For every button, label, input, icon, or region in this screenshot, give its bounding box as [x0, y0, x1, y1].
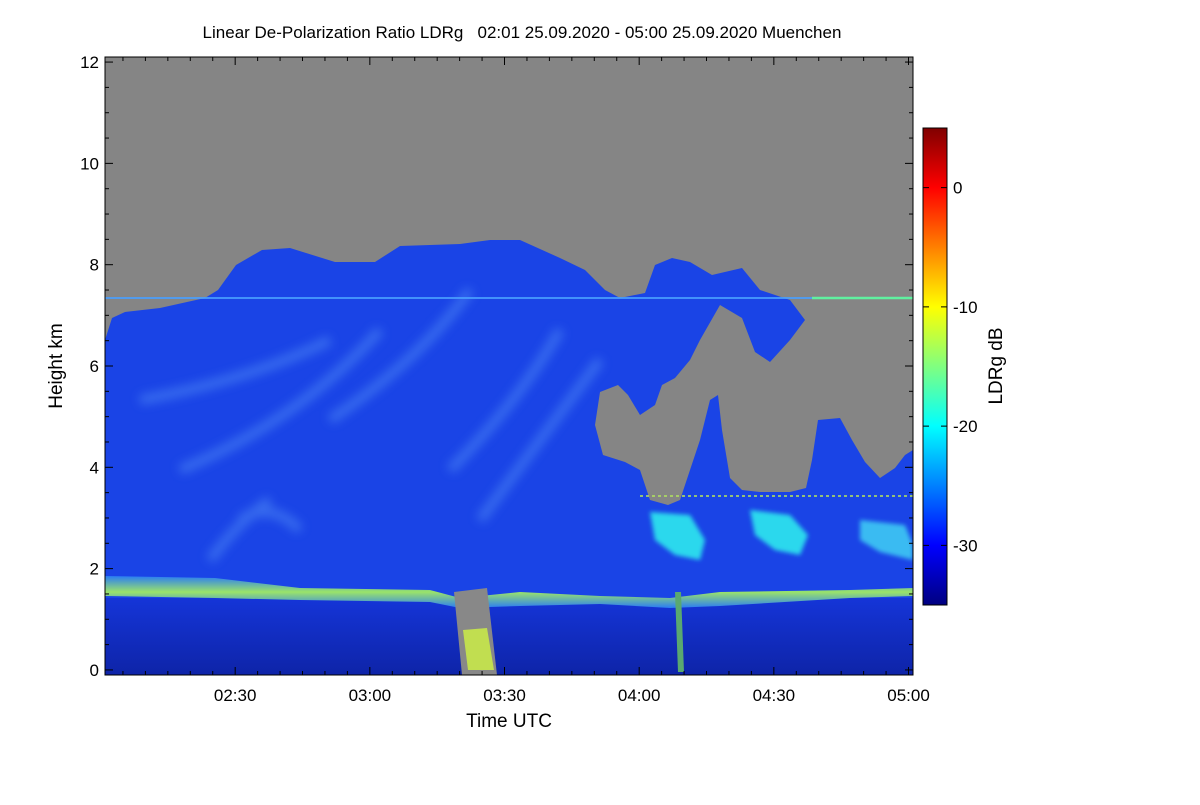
chart-title: Linear De-Polarization Ratio LDRg 02:01 … — [203, 23, 842, 42]
plot-area — [105, 57, 913, 675]
y-tick-label: 10 — [80, 154, 99, 173]
y-tick-label: 8 — [90, 256, 99, 275]
rain-column-1-fill — [463, 628, 494, 670]
y-tick-label: 4 — [90, 458, 99, 477]
x-tick-label: 03:30 — [483, 686, 526, 705]
y-tick-label: 0 — [90, 661, 99, 680]
boundary-layer-band — [105, 576, 913, 608]
colorbar-ticks: 0 -10 -20 -30 — [923, 179, 978, 555]
colorbar-tick-label: -20 — [953, 417, 978, 436]
y-tick-label: 6 — [90, 357, 99, 376]
colorbar-label: LDRg dB — [986, 327, 1007, 404]
x-tick-label: 04:30 — [753, 686, 796, 705]
low-dense-layer — [105, 598, 913, 675]
rain-column-2 — [675, 592, 684, 672]
x-tick-label: 03:00 — [349, 686, 392, 705]
x-axis: 02:30 03:00 03:30 04:00 04:30 05:00 — [122, 57, 930, 705]
colorbar-tick-label: -10 — [953, 298, 978, 317]
cloud-streaks — [139, 287, 605, 564]
y-axis-label: Height km — [46, 323, 67, 409]
colorbar — [922, 127, 948, 606]
y-axis: 0 2 4 6 8 10 12 — [80, 53, 913, 680]
x-axis-label: Time UTC — [466, 711, 552, 732]
x-tick-label: 05:00 — [887, 686, 930, 705]
x-tick-label: 04:00 — [618, 686, 661, 705]
cyan-patches — [650, 510, 913, 560]
y-tick-label: 12 — [80, 53, 99, 72]
x-tick-label: 02:30 — [214, 686, 257, 705]
colorbar-tick-label: 0 — [953, 179, 962, 198]
colorbar-tick-label: -30 — [953, 536, 978, 555]
y-tick-label: 2 — [90, 560, 99, 579]
